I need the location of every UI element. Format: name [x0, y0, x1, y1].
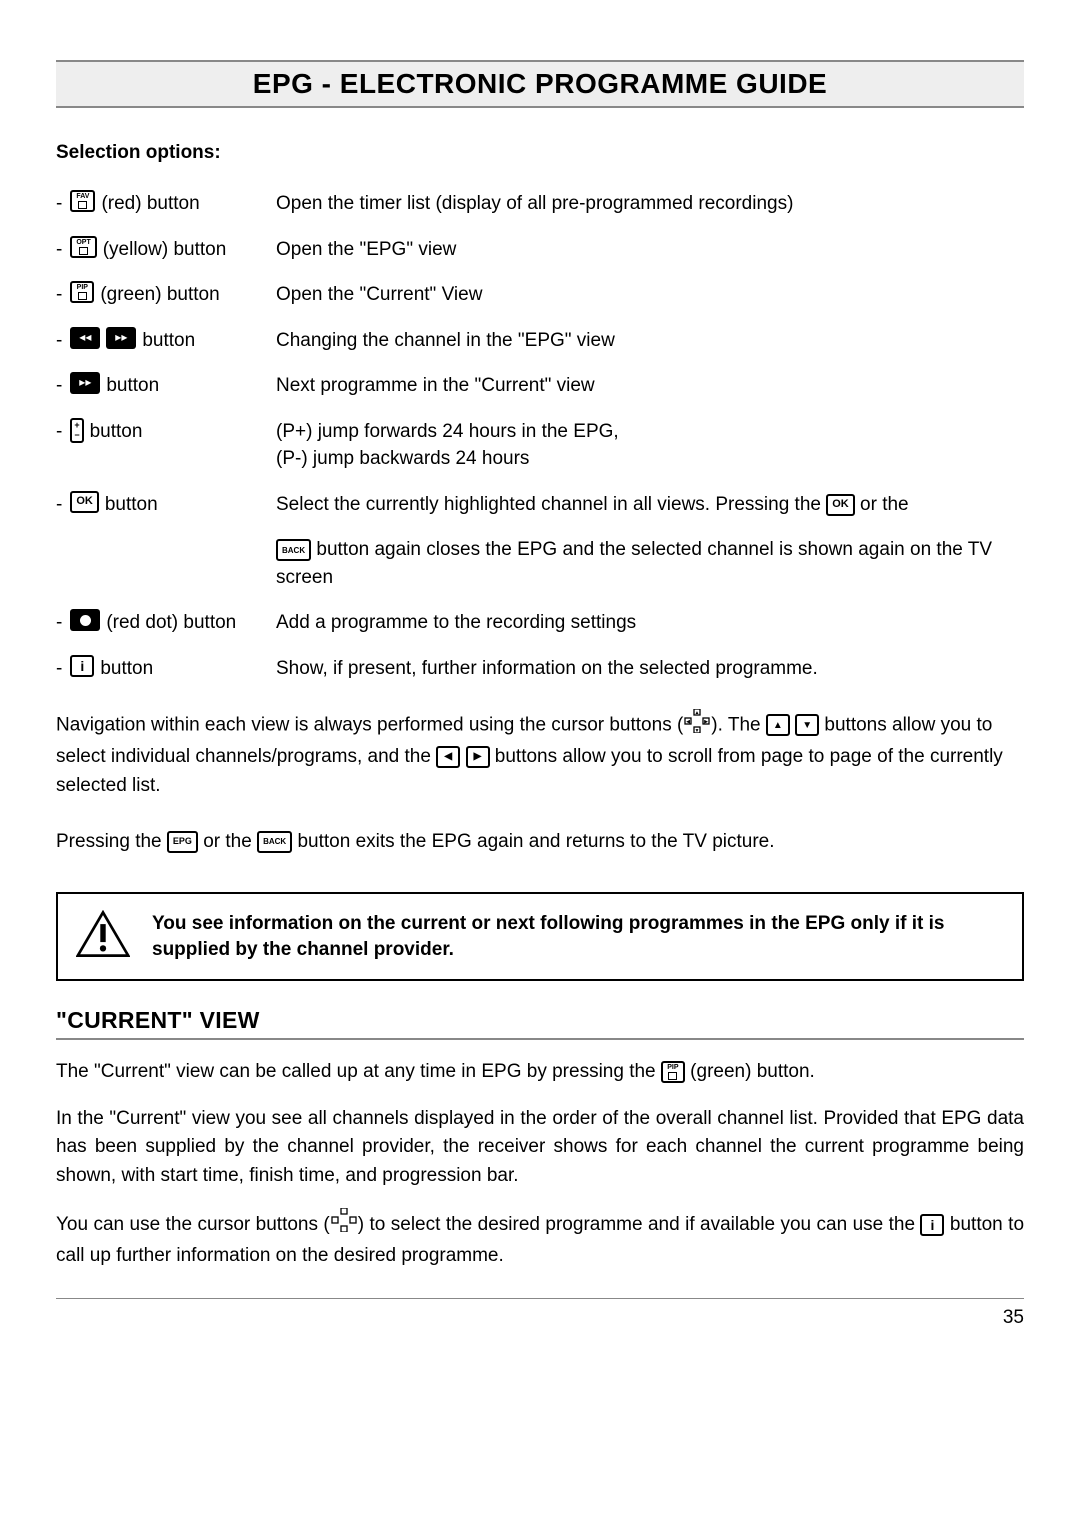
- selection-options-heading: Selection options:: [56, 142, 1024, 164]
- navigation-para: Navigation within each view is always pe…: [56, 709, 1024, 801]
- opt-desc-yellow: Open the "EPG" view: [276, 236, 1024, 264]
- opt-label-text: button: [106, 372, 159, 400]
- right-button-icon: ▶: [466, 746, 490, 768]
- info-button-icon: i: [920, 1214, 944, 1236]
- cursor-cross-icon: [330, 1208, 358, 1242]
- current-view-para3: You can use the cursor buttons ( ) to se…: [56, 1208, 1024, 1270]
- opt-label-green: - PIP (green) button: [56, 281, 276, 309]
- opt-label-text: button: [142, 327, 195, 355]
- cursor-cross-icon: ▲ ▼ ◀ ▶: [683, 709, 711, 742]
- opt-desc-ok: Select the currently highlighted channel…: [276, 491, 1024, 592]
- opt-desc-ff: Next programme in the "Current" view: [276, 372, 1024, 400]
- opt-label-text: (green) button: [100, 281, 219, 309]
- ok-button-icon: OK: [826, 494, 855, 516]
- opt-label-rewff: - ◂◂ ▸▸ button: [56, 327, 276, 355]
- opt-label-red: - FAV (red) button: [56, 190, 276, 218]
- epg-button-icon: EPG: [167, 831, 198, 853]
- opt-label-info: - i button: [56, 655, 276, 683]
- opt-desc-reddot: Add a programme to the recording setting…: [276, 609, 1024, 637]
- opt-label-ok: - OK button: [56, 491, 276, 592]
- opt-label-text: button: [100, 655, 153, 683]
- p-plus-minus-icon: +−: [70, 418, 83, 443]
- fav-button-icon: FAV: [70, 190, 95, 212]
- back-button-icon: BACK: [257, 831, 292, 853]
- down-button-icon: ▼: [795, 714, 819, 736]
- opt-desc-pm: (P+) jump forwards 24 hours in the EPG, …: [276, 418, 1024, 473]
- opt-desc-red: Open the timer list (display of all pre-…: [276, 190, 1024, 218]
- opt-label-ff: - ▸▸ button: [56, 372, 276, 400]
- fastforward-icon: ▸▸: [70, 372, 100, 394]
- svg-text:▼: ▼: [695, 728, 700, 733]
- opt-desc-green: Open the "Current" View: [276, 281, 1024, 309]
- info-callout: You see information on the current or ne…: [56, 892, 1024, 981]
- opt-desc-info: Show, if present, further information on…: [276, 655, 1024, 683]
- back-button-icon: BACK: [276, 539, 311, 561]
- svg-text:▲: ▲: [695, 710, 700, 716]
- opt-desc-ok-text: button again closes the EPG and the sele…: [276, 539, 992, 588]
- opt-label-text: (red) button: [101, 190, 199, 218]
- selection-options-table: - FAV (red) button Open the timer list (…: [56, 190, 1024, 683]
- info-button-icon: i: [70, 655, 94, 677]
- svg-text:▶: ▶: [704, 719, 708, 725]
- pip-button-icon: PIP: [661, 1061, 685, 1083]
- opt-label-reddot: - (red dot) button: [56, 609, 276, 637]
- opt-desc-ok-text: Select the currently highlighted channel…: [276, 494, 826, 515]
- left-button-icon: ◀: [436, 746, 460, 768]
- page-number: 35: [56, 1298, 1024, 1329]
- current-view-para1: The "Current" view can be called up at a…: [56, 1058, 1024, 1087]
- opt-label-text: (red dot) button: [106, 609, 236, 637]
- ok-button-icon: OK: [70, 491, 99, 513]
- opt-label-text: (yellow) button: [103, 236, 227, 264]
- exit-epg-para: Pressing the EPG or the BACK button exit…: [56, 827, 1024, 856]
- current-view-heading: "CURRENT" VIEW: [56, 1007, 1024, 1040]
- pip-button-icon: PIP: [70, 281, 94, 303]
- callout-text: You see information on the current or ne…: [152, 911, 1004, 962]
- page-title: EPG - ELECTRONIC PROGRAMME GUIDE: [56, 60, 1024, 108]
- opt-label-yellow: - OPT (yellow) button: [56, 236, 276, 264]
- up-button-icon: ▲: [766, 714, 790, 736]
- opt-desc-rewff: Changing the channel in the "EPG" view: [276, 327, 1024, 355]
- rewind-icon: ◂◂: [70, 327, 100, 349]
- red-dot-icon: [70, 609, 100, 631]
- opt-button-icon: OPT: [70, 236, 96, 258]
- fastforward-icon: ▸▸: [106, 327, 136, 349]
- opt-label-text: button: [90, 418, 143, 446]
- warning-icon: [76, 910, 130, 963]
- opt-desc-ok-text: or the: [860, 494, 909, 515]
- svg-text:◀: ◀: [686, 719, 690, 725]
- opt-label-text: button: [105, 491, 158, 519]
- current-view-para2: In the "Current" view you see all channe…: [56, 1105, 1024, 1191]
- opt-label-pm: - +− button: [56, 418, 276, 473]
